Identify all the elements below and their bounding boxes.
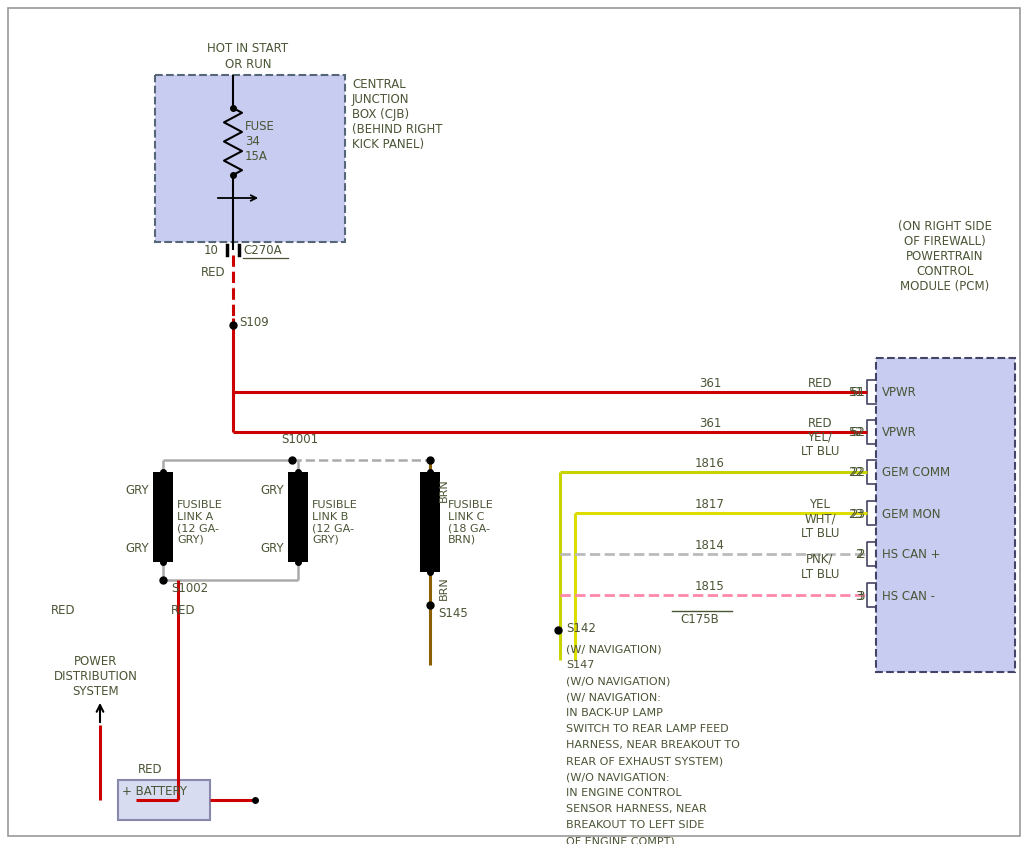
Text: RED: RED (51, 603, 76, 616)
Text: 361: 361 (699, 377, 722, 390)
Text: (ON RIGHT SIDE
OF FIREWALL)
POWERTRAIN
CONTROL
MODULE (PCM): (ON RIGHT SIDE OF FIREWALL) POWERTRAIN C… (898, 220, 992, 293)
Text: 2: 2 (855, 549, 862, 561)
Text: BREAKOUT TO LEFT SIDE: BREAKOUT TO LEFT SIDE (566, 820, 704, 830)
Text: FUSIBLE
LINK C
(18 GA-
BRN): FUSIBLE LINK C (18 GA- BRN) (448, 500, 493, 544)
Text: PNK/
LT BLU: PNK/ LT BLU (801, 553, 839, 581)
Bar (876, 358, 1015, 672)
Text: RED: RED (808, 377, 833, 390)
Text: + BATTERY: + BATTERY (122, 785, 187, 798)
Text: (W/ NAVIGATION): (W/ NAVIGATION) (566, 644, 662, 654)
Text: (W/O NAVIGATION:: (W/O NAVIGATION: (566, 772, 669, 782)
Text: 23: 23 (850, 507, 865, 521)
Text: 1816: 1816 (695, 457, 725, 470)
Text: S109: S109 (238, 316, 268, 329)
Text: S142: S142 (566, 621, 596, 635)
Text: YEL/
LT BLU: YEL/ LT BLU (801, 430, 839, 458)
Text: S1001: S1001 (282, 433, 319, 446)
Text: HS CAN -: HS CAN - (882, 589, 935, 603)
Text: POWER
DISTRIBUTION
SYSTEM: POWER DISTRIBUTION SYSTEM (54, 655, 138, 698)
Text: GEM MON: GEM MON (882, 507, 941, 521)
Text: 1814: 1814 (695, 539, 725, 552)
Text: 22: 22 (848, 467, 862, 479)
Text: IN BACK-UP LAMP: IN BACK-UP LAMP (566, 708, 663, 718)
Text: HARNESS, NEAR BREAKOUT TO: HARNESS, NEAR BREAKOUT TO (566, 740, 740, 750)
Text: BRN: BRN (439, 478, 449, 502)
Text: 3: 3 (857, 589, 865, 603)
Text: GRY: GRY (260, 484, 284, 496)
Text: GEM COMM: GEM COMM (882, 467, 950, 479)
Text: SENSOR HARNESS, NEAR: SENSOR HARNESS, NEAR (566, 804, 707, 814)
Text: RED: RED (200, 266, 225, 279)
Text: S1002: S1002 (171, 582, 208, 595)
Text: RED: RED (808, 417, 833, 430)
Text: 52: 52 (848, 426, 862, 440)
Text: 361: 361 (699, 417, 722, 430)
Text: FUSIBLE
LINK A
(12 GA-
GRY): FUSIBLE LINK A (12 GA- GRY) (177, 500, 223, 544)
Text: IN ENGINE CONTROL: IN ENGINE CONTROL (566, 788, 682, 798)
Text: S145: S145 (438, 607, 468, 620)
Text: 3: 3 (855, 589, 862, 603)
Text: (W/O NAVIGATION): (W/O NAVIGATION) (566, 676, 670, 686)
Text: 52: 52 (850, 426, 865, 440)
Text: 51: 51 (850, 387, 865, 399)
Text: REAR OF EXHAUST SYSTEM): REAR OF EXHAUST SYSTEM) (566, 756, 723, 766)
Bar (288, 472, 308, 562)
Text: FUSIBLE
LINK B
(12 GA-
GRY): FUSIBLE LINK B (12 GA- GRY) (313, 500, 358, 544)
Text: SWITCH TO REAR LAMP FEED: SWITCH TO REAR LAMP FEED (566, 724, 729, 734)
Text: VPWR: VPWR (882, 387, 917, 399)
Text: S147: S147 (566, 660, 594, 670)
Text: CENTRAL
JUNCTION
BOX (CJB)
(BEHIND RIGHT
KICK PANEL): CENTRAL JUNCTION BOX (CJB) (BEHIND RIGHT… (352, 78, 442, 151)
Text: C175B: C175B (681, 613, 720, 626)
Text: HOT IN START: HOT IN START (208, 42, 289, 55)
Text: WHT/
LT BLU: WHT/ LT BLU (801, 512, 839, 540)
Text: HS CAN +: HS CAN + (882, 549, 941, 561)
Text: GRY: GRY (125, 542, 149, 555)
Text: 23: 23 (848, 507, 862, 521)
Text: 10: 10 (205, 245, 219, 257)
Bar (155, 75, 345, 242)
Bar (118, 780, 210, 820)
Text: VPWR: VPWR (882, 426, 917, 440)
Text: FUSE
34
15A: FUSE 34 15A (245, 120, 274, 163)
Text: YEL: YEL (809, 498, 831, 511)
Bar (153, 472, 173, 562)
Text: RED: RED (171, 603, 195, 616)
Text: 51: 51 (848, 387, 862, 399)
Text: OF ENGINE COMPT): OF ENGINE COMPT) (566, 836, 674, 844)
Text: 1817: 1817 (695, 498, 725, 511)
Text: 1815: 1815 (695, 580, 725, 593)
Text: 2: 2 (857, 549, 865, 561)
Text: RED: RED (138, 763, 162, 776)
Text: (W/ NAVIGATION:: (W/ NAVIGATION: (566, 692, 661, 702)
Bar (420, 472, 440, 572)
Text: GRY: GRY (125, 484, 149, 496)
Text: OR RUN: OR RUN (225, 58, 271, 71)
Text: 22: 22 (850, 467, 865, 479)
Text: C270A: C270A (243, 245, 282, 257)
Text: GRY: GRY (260, 542, 284, 555)
Text: BRN: BRN (439, 576, 449, 600)
